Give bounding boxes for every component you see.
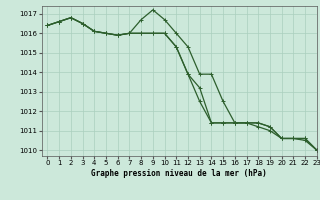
X-axis label: Graphe pression niveau de la mer (hPa): Graphe pression niveau de la mer (hPa) — [91, 169, 267, 178]
